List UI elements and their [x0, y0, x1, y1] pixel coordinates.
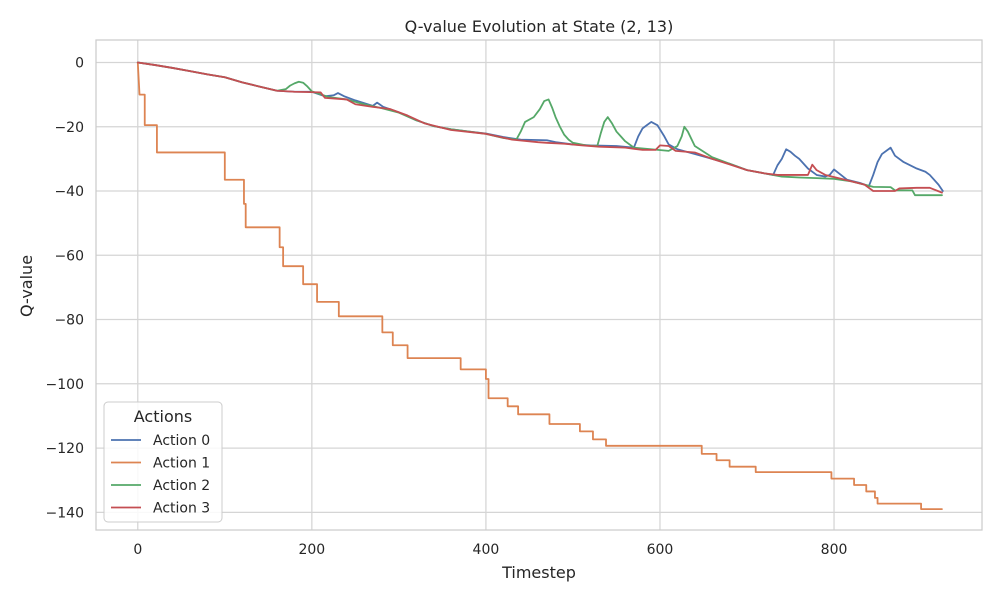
legend-item: Action 1 [111, 456, 210, 472]
chart-title: Q-value Evolution at State (2, 13) [405, 17, 674, 36]
legend-item: Action 2 [111, 478, 210, 494]
legend-box [103, 401, 223, 523]
legend-items: Action 0 Action 1 Action 2 Action 3 [111, 433, 210, 517]
y-tick-label: −120 [46, 441, 84, 457]
series-layer [136, 61, 944, 511]
series-line-action-3 [136, 61, 943, 194]
legend-label: Action 1 [153, 456, 210, 472]
plot-area [95, 39, 983, 531]
y-tick-label: −40 [54, 184, 84, 200]
legend-title: Actions [134, 407, 192, 426]
y-tick-label: −20 [54, 120, 84, 136]
plot-frame [95, 39, 983, 531]
series-line-action-1 [136, 61, 943, 511]
legend-item: Action 0 [111, 433, 210, 449]
x-tick-label: 600 [647, 542, 674, 558]
x-tick-label: 800 [821, 542, 848, 558]
legend-label: Action 0 [153, 433, 210, 449]
legend: Actions Action 0 Action 1 Action 2 Action 3 [103, 401, 223, 523]
y-tick-label: −140 [46, 505, 84, 521]
legend-label: Action 3 [153, 501, 210, 517]
y-axis: 0 −20 −40 −60 −80 −100 −120 −140 [46, 55, 84, 521]
x-tick-label: 0 [133, 542, 142, 558]
x-tick-label: 200 [298, 542, 325, 558]
y-tick-label: −80 [54, 313, 84, 329]
x-axis-label: Timestep [501, 563, 576, 582]
x-tick-label: 400 [473, 542, 500, 558]
legend-label: Action 2 [153, 478, 210, 494]
y-tick-label: −60 [54, 248, 84, 264]
x-axis: 0 200 400 600 800 [133, 542, 847, 558]
plot-background [96, 40, 982, 530]
y-axis-label: Q-value [17, 255, 36, 317]
legend-item: Action 3 [111, 501, 210, 517]
y-tick-label: −100 [46, 377, 84, 393]
y-tick-label: 0 [75, 55, 84, 71]
